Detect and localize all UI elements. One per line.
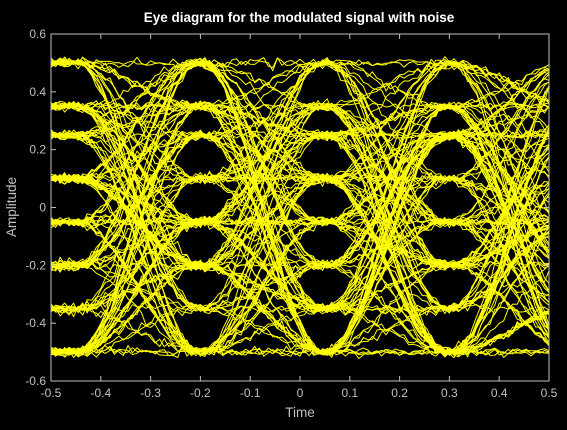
eye-trace [50, 59, 550, 355]
eye-trace [50, 56, 550, 181]
x-tick-label: 0.2 [391, 386, 408, 400]
eye-trace [50, 60, 550, 357]
eye-trace [50, 103, 550, 271]
eye-trace [50, 57, 550, 140]
eye-trace [50, 130, 550, 356]
eye-trace [50, 62, 550, 357]
y-tick-label: -0.4 [25, 316, 46, 330]
x-tick-label: -0.2 [190, 386, 211, 400]
eye-trace [50, 104, 550, 254]
eye-trace [50, 103, 550, 343]
y-tick-label: -0.2 [25, 258, 46, 272]
x-axis-label: Time [285, 405, 315, 420]
x-tick-label: 0.4 [491, 386, 508, 400]
eye-trace [50, 103, 550, 355]
eye-trace [50, 85, 550, 357]
y-tick-label: 0.4 [29, 85, 46, 99]
y-tick-label: 0 [39, 201, 46, 215]
eye-trace [50, 61, 550, 317]
y-tick-label: -0.6 [25, 374, 46, 388]
x-axis: -0.5 -0.4 -0.3 -0.2 -0.1 0 0.1 0.2 0.3 0.4 0.5 [41, 34, 558, 400]
eye-trace [50, 103, 550, 357]
x-tick-label: 0.1 [341, 386, 358, 400]
eye-trace [50, 88, 550, 314]
eye-trace [50, 102, 550, 354]
x-tick-label: -0.3 [140, 386, 161, 400]
x-tick-label: 0.3 [441, 386, 458, 400]
eye-trace [50, 101, 550, 355]
eye-trace [50, 57, 550, 354]
eye-trace [50, 56, 550, 219]
eye-trace [50, 101, 550, 339]
eye-trace [50, 60, 550, 354]
eye-trace [50, 129, 550, 268]
eye-trace [50, 61, 550, 355]
y-tick-label: 0.2 [29, 143, 46, 157]
x-tick-label: 0.5 [541, 386, 558, 400]
eye-traces [50, 56, 550, 359]
eye-trace [50, 56, 550, 312]
eye-trace [50, 218, 550, 356]
eye-trace [50, 173, 550, 359]
eye-trace [50, 132, 550, 269]
eye-trace [50, 102, 550, 268]
y-tick-label: 0.6 [29, 27, 46, 41]
chart-title: Eye diagram for the modulated signal wit… [144, 10, 455, 25]
eye-trace [50, 131, 550, 355]
eye-trace [50, 130, 550, 354]
x-tick-label: -0.1 [240, 386, 261, 400]
eye-trace [50, 57, 550, 356]
eye-trace [50, 61, 550, 272]
x-tick-label: -0.5 [41, 386, 62, 400]
eye-trace [50, 216, 550, 358]
y-axis-label: Amplitude [4, 177, 19, 237]
eye-trace [50, 101, 550, 338]
eye-trace [50, 134, 550, 355]
eye-trace [50, 132, 550, 313]
eye-trace [50, 132, 550, 314]
y-axis: -0.6 -0.4 -0.2 0 0.2 0.4 0.6 [25, 27, 549, 388]
x-tick-label: -0.4 [90, 386, 111, 400]
eye-trace [50, 57, 550, 353]
eye-trace [50, 101, 550, 358]
eye-trace [50, 57, 550, 272]
x-tick-label: 0 [297, 386, 304, 400]
eye-trace [50, 57, 550, 184]
eye-trace [50, 129, 550, 357]
